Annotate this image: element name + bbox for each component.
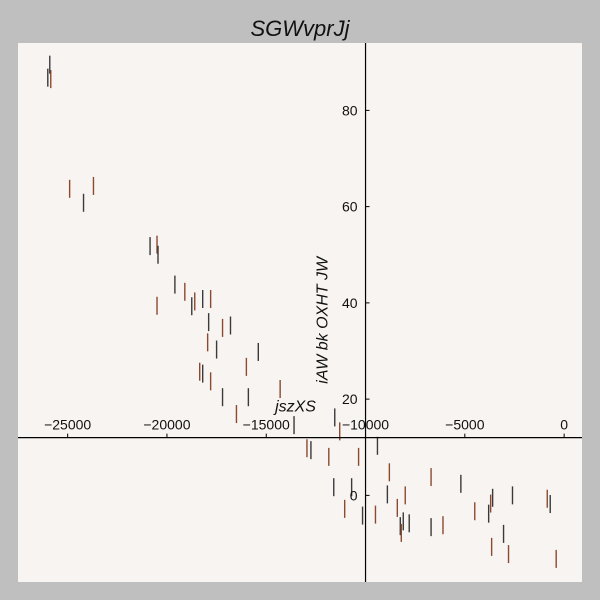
x-tick-label: −20000 xyxy=(143,417,190,433)
x-tick-label: 0 xyxy=(560,417,568,433)
y-tick-label: 80 xyxy=(342,102,358,118)
x-axis-label: jszXS xyxy=(273,399,316,416)
data-markers xyxy=(47,55,557,568)
y-ticks: 0 20 40 60 80 xyxy=(342,102,370,503)
y-tick-label: 40 xyxy=(342,295,358,311)
x-tick-label: −25000 xyxy=(44,417,91,433)
y-tick-label: 60 xyxy=(342,199,358,215)
x-tick-label: −15000 xyxy=(243,417,290,433)
x-ticks: −25000 −20000 −15000 −10000 −5000 0 xyxy=(44,417,568,438)
y-tick-label: 0 xyxy=(350,487,358,503)
chart-title: SGWvprJj xyxy=(251,16,351,41)
x-tick-label: −5000 xyxy=(445,417,485,433)
plot-background xyxy=(18,43,582,582)
x-tick-label: −10000 xyxy=(342,417,389,433)
y-tick-label: 20 xyxy=(342,391,358,407)
y-axis-label: iAW bk OXHT JW xyxy=(315,255,332,384)
